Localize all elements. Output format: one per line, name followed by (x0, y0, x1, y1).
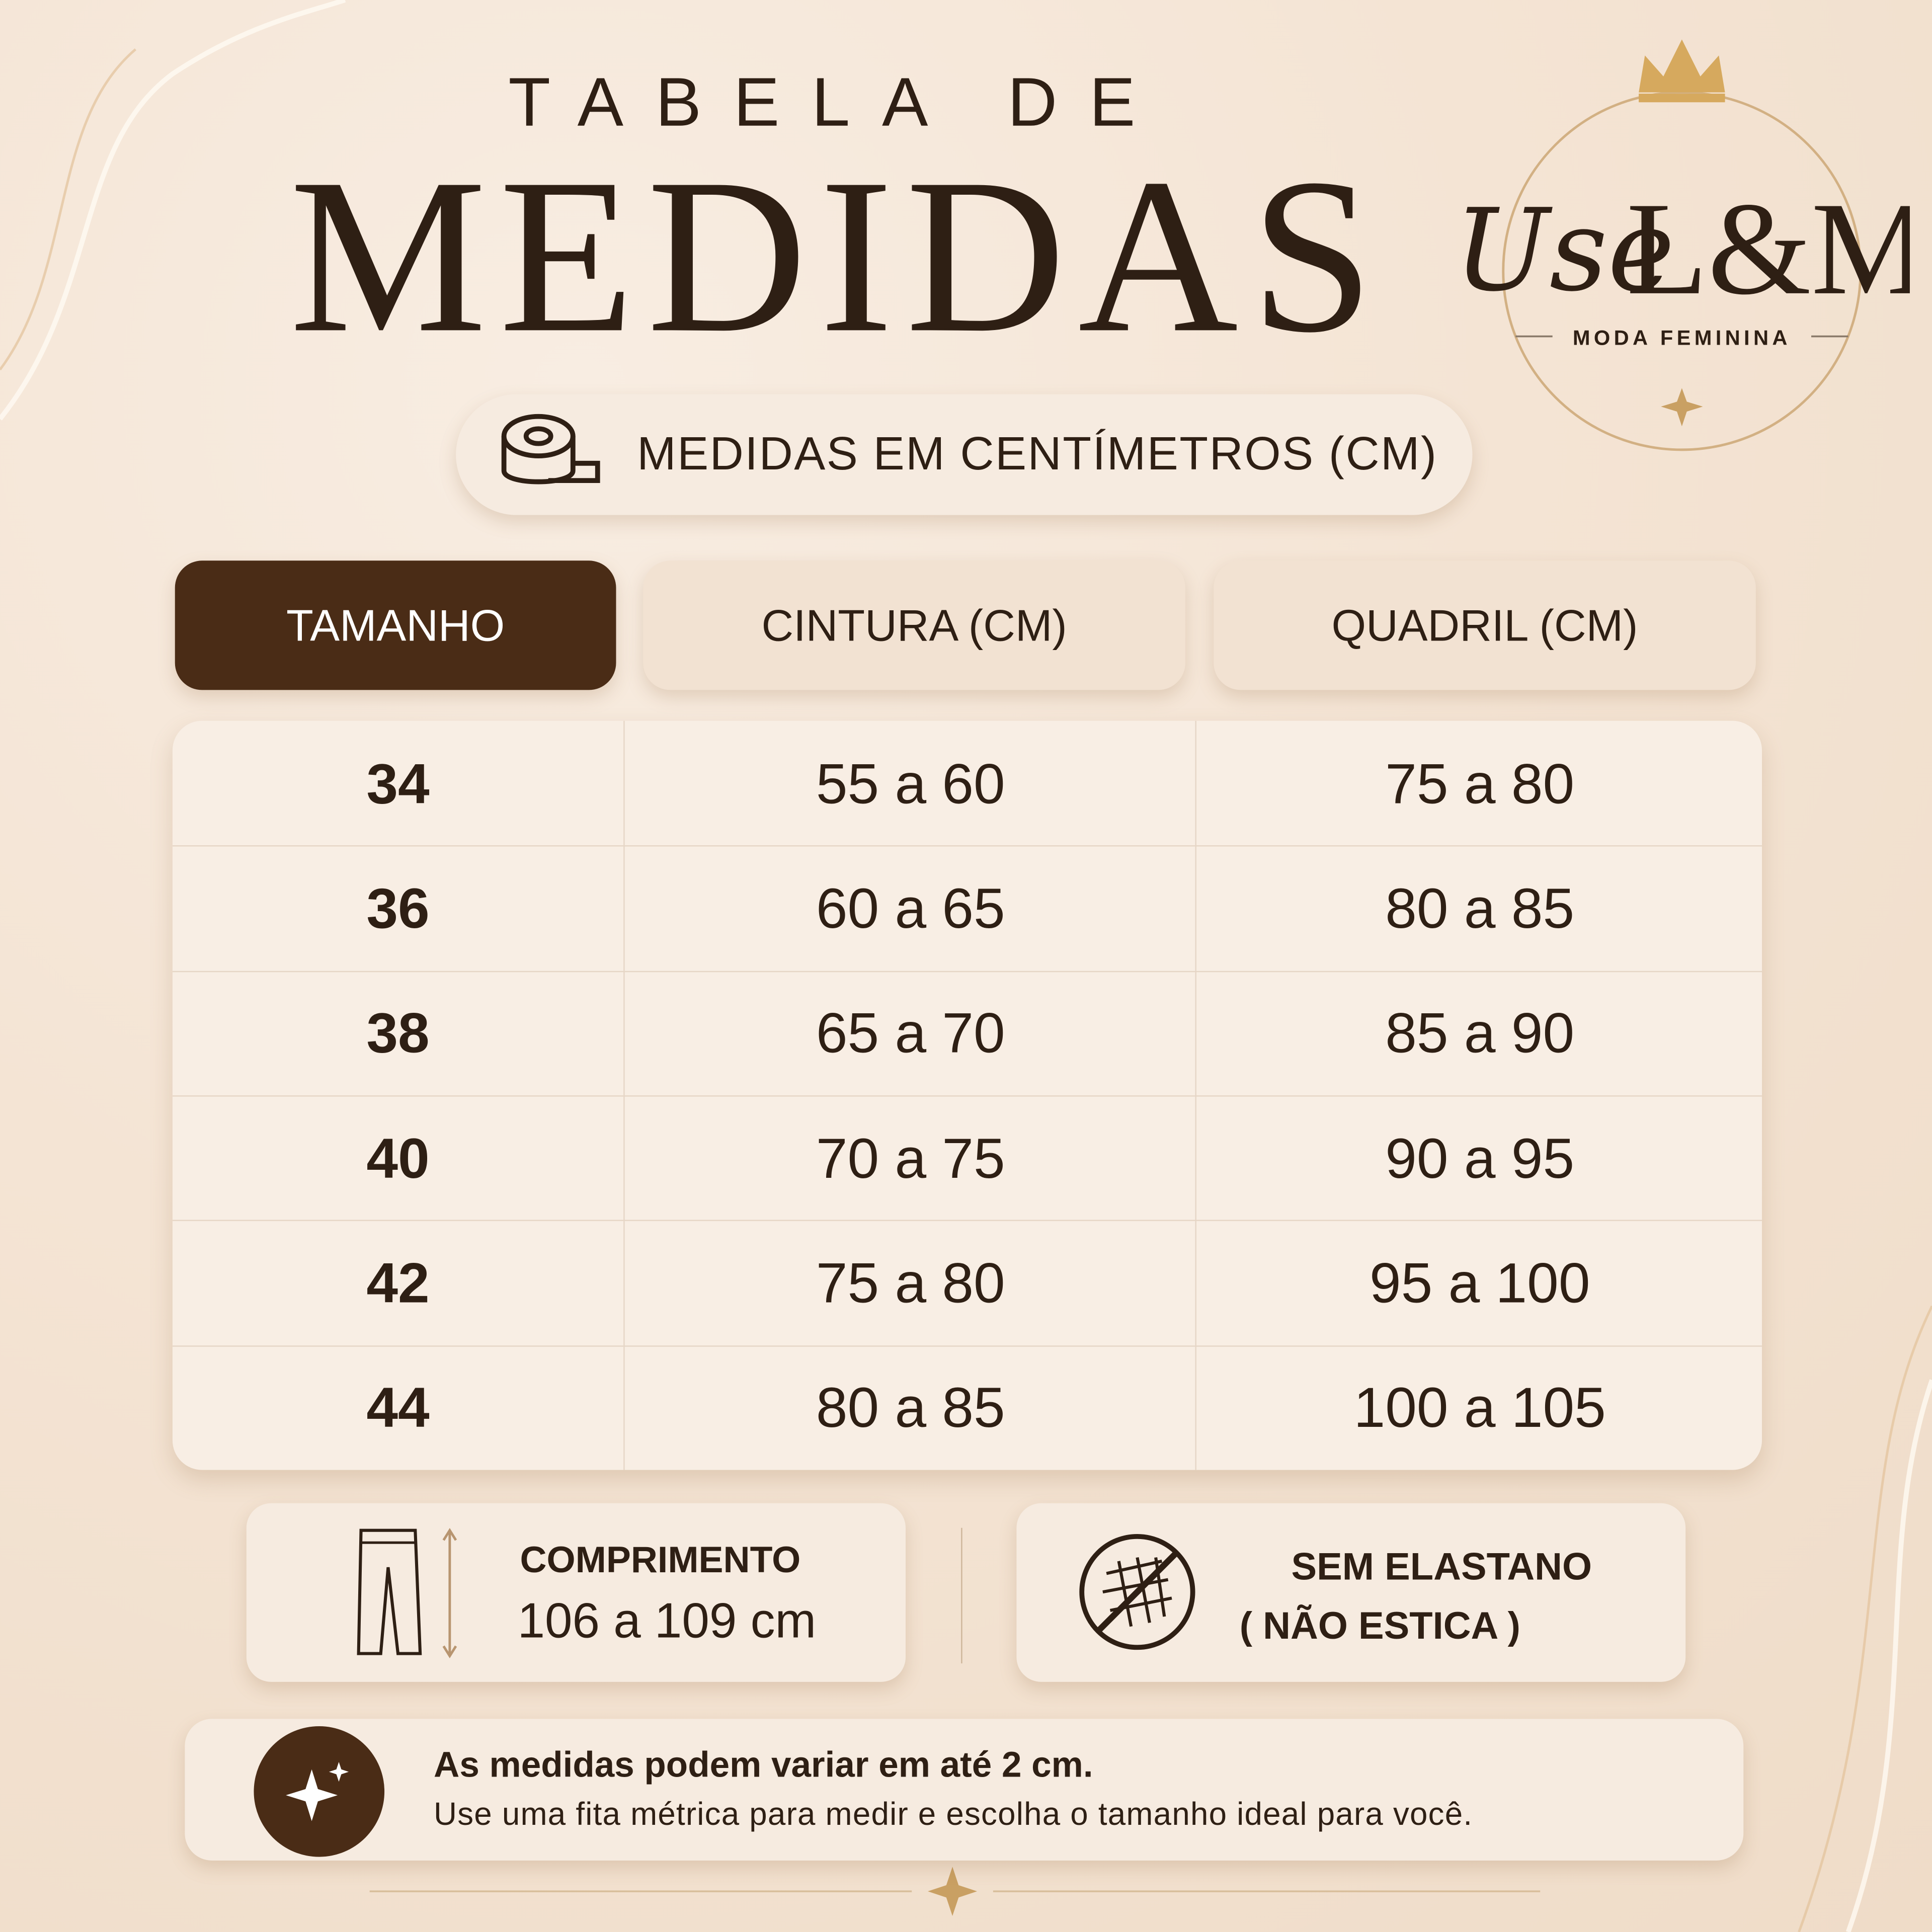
table-cell: 60 a 65 (623, 845, 1196, 971)
table-cell: 65 a 70 (623, 970, 1196, 1096)
logo-script: Use (1454, 185, 1675, 317)
pants-icon (357, 1528, 457, 1659)
note-text: Use uma fita métrica para medir e escolh… (434, 1795, 1473, 1832)
table-row: 38 65 a 70 85 a 90 (172, 970, 1762, 1097)
table-row: 34 55 a 60 75 a 80 (172, 720, 1762, 847)
header-cell: QUADRIL (CM) (1214, 560, 1756, 690)
table-row: 44 80 a 85 100 a 105 (173, 1345, 1762, 1470)
header-cell: CINTURA (CM) (643, 560, 1185, 690)
table-cell: 40 (366, 1125, 430, 1190)
sparkle-icon (254, 1726, 385, 1857)
feature-text: 106 a 109 cm (517, 1594, 817, 1649)
table-cell: 80 a 85 (1195, 845, 1762, 971)
feature-box: SEM ELASTANO ( NÃO ESTICA ) (1016, 1503, 1686, 1682)
table-cell: 36 (366, 876, 430, 940)
logo: Use L&M MODA FEMININA (1454, 39, 1910, 451)
table-cell: 55 a 60 (623, 720, 1196, 846)
table-cell: 95 a 100 (1195, 1220, 1762, 1345)
table-cell: 100 a 105 (1195, 1345, 1762, 1470)
divider (961, 1527, 962, 1664)
header-cell: TAMANHO (175, 560, 616, 690)
unit-badge: MEDIDAS EM CENTÍMETROS (CM) (456, 394, 1473, 515)
feature-text: ( NÃO ESTICA ) (1239, 1604, 1520, 1648)
tape-icon (501, 414, 600, 485)
table-row: 42 75 a 80 95 a 100 (172, 1220, 1762, 1346)
table-cell: 70 a 75 (623, 1095, 1196, 1221)
table-cell: 90 a 95 (1195, 1095, 1762, 1221)
title-line1: TABELA DE (508, 62, 1168, 141)
table-row: 40 70 a 75 90 a 95 (172, 1095, 1762, 1222)
logo-tagline: MODA FEMININA (1573, 326, 1791, 350)
no-stretch-icon (1079, 1534, 1195, 1650)
feature-box: COMPRIMENTO 106 a 109 cm (246, 1503, 906, 1682)
logo-brand: L&M (1627, 175, 1910, 323)
table-cell: 38 (366, 1001, 430, 1065)
size-table: 34 55 a 60 75 a 80 36 60 a 65 80 a 85 38 65 a 7… (172, 720, 1762, 1470)
table-cell: 75 a 80 (623, 1220, 1196, 1345)
note-bold: As medidas podem variar em até 2 cm. (434, 1746, 1093, 1786)
table-cell: 75 a 80 (1195, 720, 1762, 846)
table-cell: 85 a 90 (1195, 970, 1762, 1096)
table-row: 36 60 a 65 80 a 85 (172, 845, 1762, 972)
unit-text: MEDIDAS EM CENTÍMETROS (CM) (637, 429, 1438, 481)
table-cell: 44 (366, 1375, 430, 1440)
title-line2: MEDIDAS (289, 133, 1387, 378)
table-cell: 42 (366, 1250, 430, 1315)
table-cell: 80 a 85 (623, 1345, 1196, 1470)
table-cell: 34 (366, 751, 430, 816)
note-box: As medidas podem variar em até 2 cm. Use… (185, 1719, 1744, 1861)
feature-title: COMPRIMENTO (520, 1540, 801, 1581)
feature-title: SEM ELASTANO (1291, 1545, 1592, 1588)
